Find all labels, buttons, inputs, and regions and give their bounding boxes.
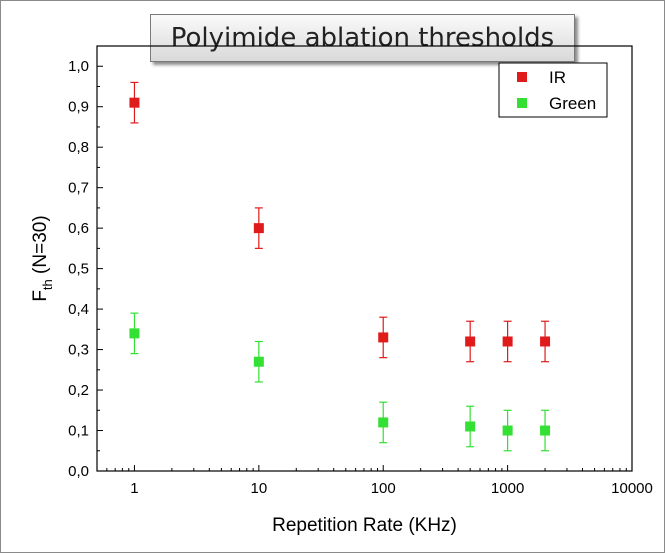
x-tick-label: 10: [250, 480, 267, 497]
x-tick-label: 10000: [611, 480, 653, 497]
data-point-ir: [378, 332, 389, 343]
data-point-green: [540, 425, 551, 436]
legend-marker: [517, 98, 527, 108]
legend-label: Green: [549, 94, 596, 113]
x-tick-label: 1: [130, 480, 138, 497]
y-tick-label: 0,2: [68, 382, 89, 399]
y-tick-label: 1,0: [68, 58, 89, 75]
x-axis-title: Repetition Rate (KHz): [272, 515, 457, 536]
data-point-ir: [502, 336, 513, 347]
y-tick-label: 0,9: [68, 99, 89, 116]
y-axis-title: Fth (N=30): [30, 215, 55, 301]
y-tick-label: 0,1: [68, 423, 89, 440]
y-tick-label: 0,5: [68, 261, 89, 278]
data-point-green: [129, 328, 140, 339]
data-point-green: [502, 425, 513, 436]
data-point-green: [378, 417, 389, 428]
y-tick-label: 0,4: [68, 301, 89, 318]
y-tick-label: 0,7: [68, 180, 89, 197]
plot-area: [96, 45, 633, 472]
x-tick-label: 100: [371, 480, 396, 497]
data-point-green: [465, 421, 476, 432]
y-tick-label: 0,8: [68, 139, 89, 156]
y-tick-label: 0,6: [68, 220, 89, 237]
data-point-green: [253, 356, 264, 367]
legend-marker: [517, 72, 527, 82]
x-tick-label: 1000: [491, 480, 524, 497]
data-point-ir: [540, 336, 551, 347]
y-tick-label: 0,3: [68, 342, 89, 359]
data-point-ir: [465, 336, 476, 347]
legend-label: IR: [549, 68, 566, 87]
chart-title: Polyimide ablation thresholds: [150, 14, 575, 62]
data-point-ir: [253, 223, 264, 234]
data-point-ir: [129, 97, 140, 108]
y-tick-label: 0,0: [68, 463, 89, 480]
